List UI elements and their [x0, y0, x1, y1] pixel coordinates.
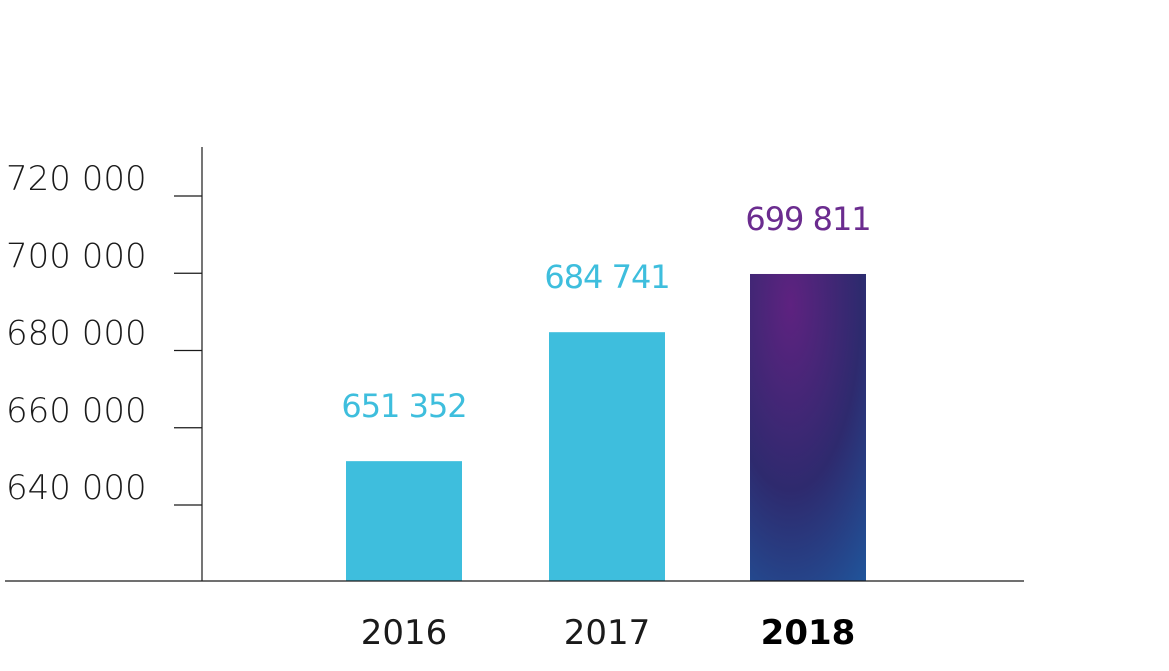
y-axis: 640 000 660 000 680 000 700 000 720 000 [6, 147, 203, 581]
bars: 651 352 684 741 699 811 [341, 200, 872, 581]
bar-2016 [346, 461, 462, 581]
x-tick-label-2016: 2016 [361, 613, 448, 653]
bar-2017 [549, 332, 665, 581]
bar-2018 [750, 273, 866, 581]
y-tick-label: 680 000 [6, 314, 147, 354]
data-label-2016: 651 352 [341, 387, 466, 425]
y-tick-label: 720 000 [6, 159, 147, 199]
y-tick-label: 640 000 [6, 468, 147, 508]
data-label-2018: 699 811 [745, 200, 870, 238]
y-tick-label: 660 000 [6, 391, 147, 431]
x-axis: 2016 2017 2018 [5, 580, 1024, 653]
data-label-2017: 684 741 [544, 258, 669, 296]
x-tick-label-2018: 2018 [761, 613, 856, 653]
x-tick-label-2017: 2017 [564, 613, 651, 653]
y-tick-label: 700 000 [6, 236, 147, 276]
